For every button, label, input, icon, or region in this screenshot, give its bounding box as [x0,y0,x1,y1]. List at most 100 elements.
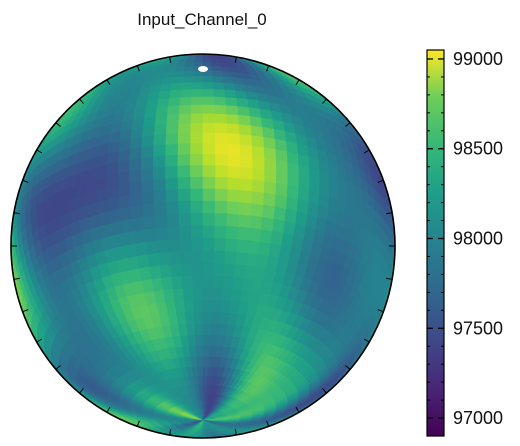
heatmap-cell [193,299,204,313]
heatmap-cell [213,249,226,264]
heatmap-cell [190,132,204,144]
heatmap-cell [140,167,154,182]
heatmap-cell [177,132,192,144]
heatmap-cell [168,96,181,107]
heatmap-cell [177,153,191,166]
heatmap-cell [191,88,204,97]
heatmap-cell [215,142,229,155]
heatmap-cell [213,96,227,106]
heatmap-cell [202,334,211,347]
heatmap-cell [190,200,204,214]
globe-edge-tick [295,406,300,413]
heatmap-cell [188,345,198,357]
heatmap-cell [212,70,224,77]
heatmap-cell [240,154,254,168]
heatmap-cell [192,75,204,83]
heatmap-cell [171,275,184,290]
heatmap-cell [170,262,183,277]
heatmap-cell [196,355,204,367]
globe-edge-tick [22,179,29,183]
heatmap-cell [211,299,223,313]
heatmap-cell [165,143,179,156]
heatmap-cell [238,114,252,126]
heatmap-cell [214,132,229,144]
globe-edge-tick [345,365,351,370]
heatmap-cell [178,113,192,124]
heatmap-cell [178,200,192,214]
heatmap-cell [143,214,157,230]
heatmap-cell [238,201,253,216]
heatmap-cell [202,322,212,336]
heatmap-cell [226,122,241,135]
heatmap-cell [191,237,204,251]
heatmap-cell [165,165,179,179]
colorbar-tick-label: 97000 [453,408,503,428]
heatmap-cell [141,190,155,205]
heatmap-cell [165,188,179,203]
heatmap-cell [182,70,194,77]
heatmap-cell [202,311,213,324]
heatmap-cell [165,132,179,145]
heatmap-cell [261,216,275,232]
heatmap-cell [237,105,251,117]
heatmap-cell [180,81,193,90]
globe-edge-tick [13,212,20,215]
heatmap-cell [215,153,229,166]
heatmap-cell [262,204,276,219]
heatmap-cell [120,218,134,234]
heatmap-cell [192,287,204,301]
heatmap-cell [202,61,213,67]
globe-edge-tick [169,56,172,63]
heatmap-cell [142,202,156,218]
globe-edge-tick [136,420,140,427]
globe-edge-tick [322,388,327,394]
heatmap-cell [239,189,253,204]
heatmap-cell [147,252,161,267]
heatmap-cell [119,206,133,222]
heatmap-cell [221,287,234,302]
heatmap-cell [210,61,222,67]
heatmap-cell [190,104,204,114]
heatmap-cell [179,96,193,106]
globe-edge-tick [363,338,370,343]
heatmap-cell [237,226,251,241]
heatmap-cell [273,206,287,222]
heatmap-cell [202,432,207,436]
heatmap-cell [177,142,191,155]
heatmap-cell [202,112,216,124]
heatmap-cell [177,176,191,190]
heatmap-cell [215,164,229,178]
heatmap-cell [250,124,264,138]
heatmap-cell [227,176,241,191]
heatmap-cell [154,213,168,229]
heatmap-cell [177,188,192,202]
heatmap-cell [191,249,204,264]
colorbar-ticks: 97000 97500 98000 98500 99000 [427,49,503,437]
heatmap-cell [130,204,144,219]
heatmap-cell [213,88,226,98]
heatmap-cell [214,200,228,214]
heatmap-cell [141,134,155,148]
heatmap-cell [270,230,284,246]
heatmap-cell [214,122,228,134]
heatmap-cell [238,123,253,136]
heatmap-cell [199,392,204,402]
heatmap-cell [177,323,189,336]
heatmap-cell [236,238,250,254]
heatmap-cell [202,153,216,166]
globe-edge-tick [79,388,84,394]
heatmap-cell [251,178,265,193]
heatmap-cell [159,263,173,278]
heatmap-cell [250,202,264,218]
heatmap-cell [180,262,193,277]
heatmap-cell [202,164,216,177]
heatmap-cell [240,166,254,180]
globe-edge-tick [13,277,20,280]
heatmap-cell [202,122,216,133]
heatmap-cell [202,212,216,226]
heatmap-cell [263,180,277,195]
heatmap-cell [153,144,167,157]
heatmap-cell [165,176,179,191]
heatmap-cell [170,82,183,91]
globe-edge-tick [363,149,370,154]
